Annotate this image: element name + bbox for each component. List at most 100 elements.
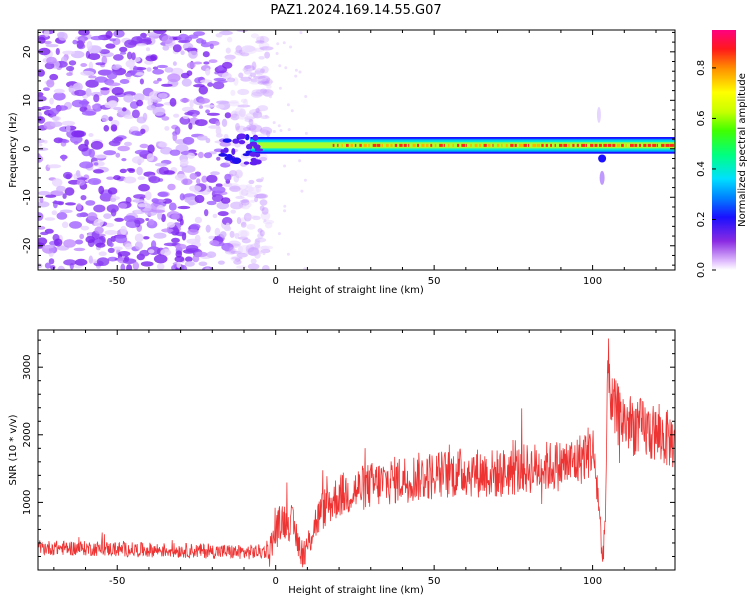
snr-x-axis-label: Height of straight line (km) — [288, 585, 424, 596]
noise-blob — [257, 80, 270, 85]
noise-blob — [194, 234, 201, 243]
noise-blob — [139, 78, 144, 85]
noise-speck — [286, 103, 290, 107]
noise-blob — [238, 245, 252, 254]
x-tick-label: 0 — [272, 276, 278, 287]
band-peak — [359, 143, 362, 147]
noise-blob — [221, 118, 228, 127]
noise-blob — [245, 112, 259, 119]
noise-blob — [113, 54, 124, 61]
noise-blob — [198, 105, 204, 109]
noise-blob — [250, 78, 258, 83]
noise-blob — [107, 187, 118, 195]
noise-blob — [122, 258, 137, 265]
noise-blob — [79, 106, 88, 113]
noise-blob — [117, 145, 130, 152]
noise-blob — [38, 47, 51, 56]
noise-blob — [172, 132, 178, 142]
noise-blob — [138, 183, 150, 192]
noise-blob — [215, 120, 221, 127]
noise-blob — [251, 122, 258, 127]
noise-blob — [200, 79, 213, 84]
noise-blob — [219, 231, 227, 238]
noise-blob — [51, 178, 63, 187]
noise-blob — [106, 204, 119, 213]
noise-blob — [257, 105, 269, 112]
noise-blob — [259, 36, 265, 45]
colorbar-ticks: 0.0 0.2 0.4 0.6 0.8 — [696, 60, 716, 278]
noise-blob — [182, 115, 189, 120]
colorbar-tick-label: 0.0 — [696, 262, 707, 278]
noise-blob — [146, 105, 156, 111]
noise-blob — [136, 43, 147, 47]
noise-blob — [167, 73, 181, 83]
noise-blob — [228, 183, 240, 190]
noise-blob — [49, 108, 60, 116]
noise-blob — [95, 242, 106, 248]
noise-blob — [239, 199, 249, 203]
noise-blob — [257, 75, 271, 85]
noise-blob — [94, 76, 108, 83]
noise-blob — [56, 105, 68, 111]
noise-blob — [104, 222, 114, 228]
x-tick-label: 0 — [272, 576, 278, 587]
noise-blob — [123, 215, 136, 223]
noise-blob — [161, 35, 173, 45]
noise-blob — [241, 238, 251, 244]
noise-blob — [113, 107, 123, 111]
noise-blob — [134, 149, 149, 155]
noise-blob — [198, 98, 210, 104]
noise-blob — [254, 70, 262, 74]
spectrogram-panel: -50 0 50 100 -20 -10 0 10 20 Height of straight… — [8, 29, 676, 296]
noise-blob — [178, 40, 191, 44]
noise-blob — [153, 80, 159, 85]
band-peak — [434, 143, 437, 147]
noise-blob — [216, 100, 230, 105]
noise-blob — [229, 170, 238, 177]
noise-blob — [66, 65, 75, 72]
noise-blob — [224, 173, 232, 182]
noise-blob — [88, 52, 101, 61]
noise-blob — [121, 158, 127, 162]
spectrogram-y-ticks: -20 -10 0 10 20 — [22, 31, 675, 266]
noise-blob — [145, 47, 151, 52]
noise-blob — [226, 77, 236, 83]
band-peak — [581, 143, 585, 147]
noise-blob — [208, 235, 215, 240]
noise-blob — [255, 89, 270, 95]
noise-blob — [105, 43, 116, 49]
noise-blob — [225, 160, 232, 166]
noise-blob — [185, 244, 199, 252]
noise-blob — [111, 65, 120, 70]
noise-blob — [265, 221, 273, 229]
noise-blob — [212, 194, 224, 202]
noise-blob — [151, 198, 159, 204]
noise-blob — [223, 182, 233, 187]
noise-blob — [230, 110, 238, 119]
noise-speck — [284, 66, 288, 70]
x-tick-label: 50 — [428, 576, 441, 587]
noise-blob — [88, 255, 94, 264]
noise-blob — [237, 104, 251, 108]
noise-blob — [152, 69, 165, 75]
noise-blob — [56, 212, 68, 220]
noise-blob — [255, 107, 260, 114]
band-peak — [341, 143, 343, 147]
noise-blob — [125, 60, 135, 68]
noise-blob — [238, 72, 244, 79]
noise-blob — [93, 94, 100, 103]
noise-blob — [238, 49, 243, 55]
band-peak — [532, 143, 537, 147]
noise-blob — [88, 61, 94, 70]
noise-blob — [202, 51, 210, 58]
noise-blob — [111, 87, 124, 96]
noise-blob — [235, 257, 241, 262]
noise-blob — [40, 231, 49, 236]
noise-blob — [114, 217, 124, 222]
noise-blob — [219, 141, 231, 147]
noise-blob — [58, 32, 68, 41]
noise-blob — [258, 42, 270, 50]
noise-blob — [247, 64, 253, 74]
noise-speck — [298, 159, 302, 163]
band-peak — [470, 143, 472, 147]
